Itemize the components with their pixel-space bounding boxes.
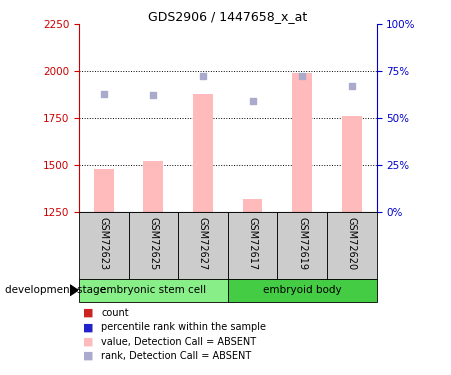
Bar [228,279,377,302]
Bar [193,94,213,212]
Bar [228,212,277,279]
Title: GDS2906 / 1447658_x_at: GDS2906 / 1447658_x_at [148,10,308,23]
Text: ■: ■ [83,308,93,318]
Bar [94,169,114,212]
Text: percentile rank within the sample: percentile rank within the sample [101,322,267,332]
Text: ■: ■ [83,351,93,361]
Text: GSM72623: GSM72623 [99,217,109,270]
Polygon shape [70,285,78,296]
Text: GSM72619: GSM72619 [297,217,307,270]
Point [299,73,306,79]
Text: ■: ■ [83,322,93,332]
Point [150,92,157,98]
Text: embryonic stem cell: embryonic stem cell [100,285,207,295]
Bar [327,212,377,279]
Point [249,98,256,104]
Point [100,91,107,97]
Bar [342,116,362,212]
Bar [277,212,327,279]
Bar [292,73,312,212]
Text: development stage: development stage [5,285,106,295]
Point [348,83,355,89]
Point [199,73,207,79]
Text: rank, Detection Call = ABSENT: rank, Detection Call = ABSENT [101,351,252,361]
Bar [143,161,163,212]
Bar [243,199,262,212]
Text: value, Detection Call = ABSENT: value, Detection Call = ABSENT [101,337,257,346]
Text: GSM72620: GSM72620 [347,217,357,270]
Text: GSM72627: GSM72627 [198,217,208,270]
Text: GSM72617: GSM72617 [248,217,258,270]
Bar [79,279,228,302]
Text: ■: ■ [83,337,93,346]
Text: GSM72625: GSM72625 [148,217,158,270]
Bar [79,212,129,279]
Text: embryoid body: embryoid body [263,285,341,295]
Text: count: count [101,308,129,318]
Bar [178,212,228,279]
Bar [129,212,178,279]
